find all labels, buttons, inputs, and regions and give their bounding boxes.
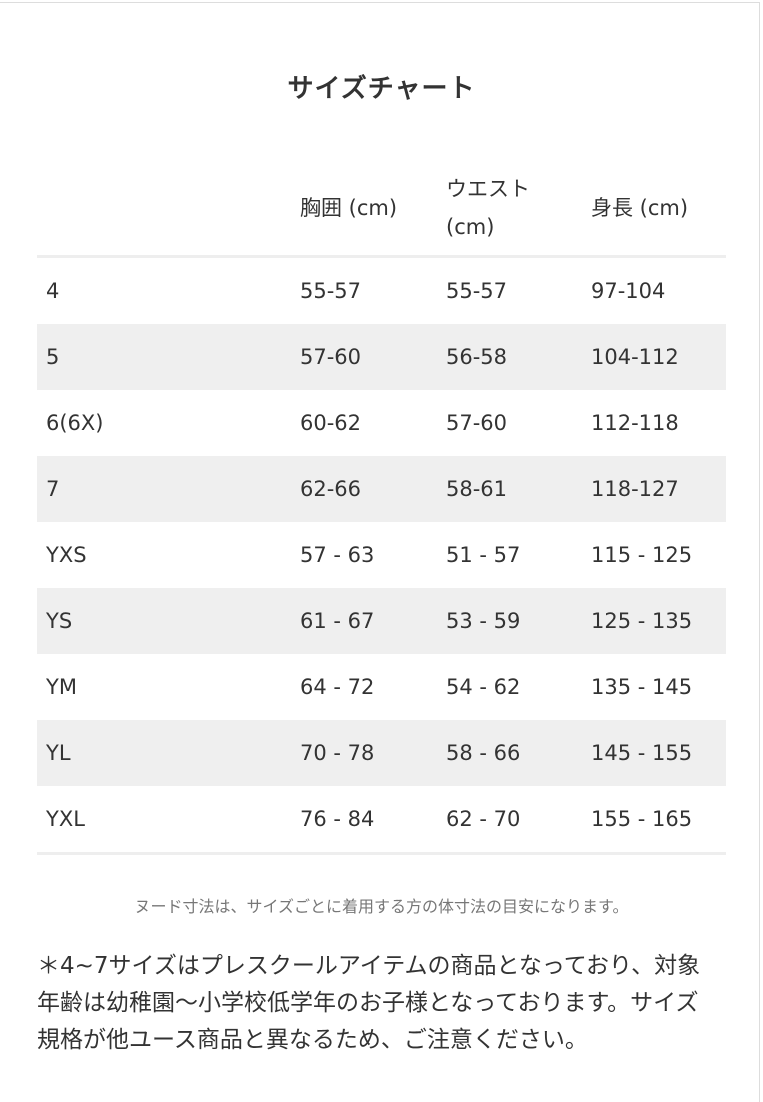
cell-height: 118-127	[582, 456, 726, 522]
cell-chest: 60-62	[300, 411, 362, 435]
cell-height: 145 - 155	[582, 720, 726, 786]
cell-waist: 53 - 59	[437, 588, 582, 654]
cell-waist: 56-58	[437, 324, 582, 390]
header-waist: ウエスト (cm)	[437, 160, 582, 258]
cell-height: 115 - 125	[591, 543, 693, 567]
cell-height: 125 - 135	[582, 588, 726, 654]
cell-size: 4	[46, 279, 60, 303]
cell-waist: 58 - 66	[437, 720, 582, 786]
cell-chest: 70 - 78	[291, 720, 437, 786]
cell-size: YM	[46, 675, 77, 699]
header-height: 身長 (cm)	[582, 160, 726, 258]
header-size	[37, 160, 291, 258]
cell-size: 5	[37, 324, 291, 390]
cell-chest: 55-57	[300, 279, 362, 303]
cell-chest: 62-66	[291, 456, 437, 522]
table-row: YS 61 - 67 53 - 59 125 - 135	[37, 588, 726, 654]
cell-waist: 62 - 70	[437, 786, 582, 855]
cell-size: YXL	[37, 786, 291, 855]
measurement-note: ヌード寸法は、サイズごとに着用する方の体寸法の目安になります。	[134, 897, 629, 916]
table-row: 6(6X) 60-62 57-60 112-118	[37, 390, 726, 456]
cell-size: YL	[37, 720, 291, 786]
cell-chest: 57 - 63	[300, 543, 375, 567]
cell-height: 112-118	[591, 411, 679, 435]
disclaimer-text: ＊4~7サイズはプレスクールアイテムの商品となっており、対象年齢は幼稚園〜小学校…	[37, 953, 701, 1053]
cell-waist: 51 - 57	[446, 543, 521, 567]
cell-height: 135 - 145	[591, 675, 693, 699]
cell-height: 104-112	[582, 324, 726, 390]
table-row: YXL 76 - 84 62 - 70 155 - 165	[37, 786, 726, 855]
cell-height: 97-104	[591, 279, 666, 303]
page-title: サイズチャート	[287, 74, 476, 104]
cell-chest: 61 - 67	[291, 588, 437, 654]
cell-waist: 57-60	[446, 411, 508, 435]
table-row: YXS 57 - 63 51 - 57 115 - 125	[37, 522, 726, 588]
table-row: YL 70 - 78 58 - 66 145 - 155	[37, 720, 726, 786]
cell-size: 7	[37, 456, 291, 522]
table-row: 7 62-66 58-61 118-127	[37, 456, 726, 522]
cell-height: 155 - 165	[582, 786, 726, 855]
size-chart-table: 胸囲 (cm) ウエスト (cm) 身長 (cm) 4 55-57 55-57 97-…	[37, 160, 726, 855]
cell-chest: 57-60	[291, 324, 437, 390]
cell-waist: 55-57	[446, 279, 508, 303]
cell-size: 6(6X)	[46, 411, 104, 435]
table-row: 5 57-60 56-58 104-112	[37, 324, 726, 390]
table-row: YM 64 - 72 54 - 62 135 - 145	[37, 654, 726, 720]
cell-waist: 54 - 62	[446, 675, 521, 699]
cell-size: YS	[37, 588, 291, 654]
table-row: 4 55-57 55-57 97-104	[37, 257, 726, 325]
cell-size: YXS	[46, 543, 87, 567]
cell-chest: 76 - 84	[291, 786, 437, 855]
cell-waist: 58-61	[437, 456, 582, 522]
table-header-row: 胸囲 (cm) ウエスト (cm) 身長 (cm)	[37, 160, 726, 258]
header-chest: 胸囲 (cm)	[291, 160, 437, 258]
cell-chest: 64 - 72	[300, 675, 375, 699]
